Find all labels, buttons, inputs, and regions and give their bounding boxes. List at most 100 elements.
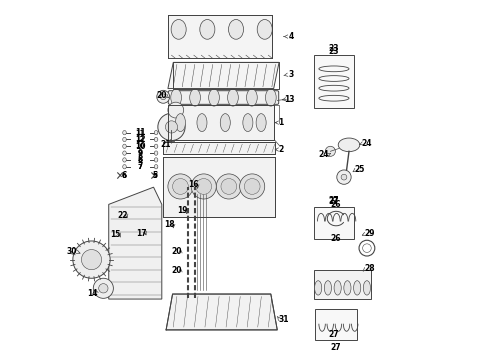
Text: 27: 27	[329, 197, 339, 206]
Ellipse shape	[122, 158, 126, 162]
Text: 6: 6	[122, 173, 126, 179]
Bar	[315, 309, 357, 339]
Circle shape	[172, 179, 188, 194]
Circle shape	[337, 170, 351, 184]
Ellipse shape	[197, 114, 207, 132]
Polygon shape	[314, 270, 371, 299]
Ellipse shape	[154, 144, 158, 148]
Circle shape	[196, 179, 212, 194]
Text: 26: 26	[330, 200, 341, 209]
Ellipse shape	[209, 89, 220, 106]
Polygon shape	[168, 15, 272, 58]
Text: 13: 13	[285, 95, 295, 104]
FancyBboxPatch shape	[168, 91, 279, 104]
Text: 15: 15	[110, 230, 121, 239]
Polygon shape	[163, 141, 275, 154]
Text: 21: 21	[160, 140, 171, 149]
Bar	[324, 207, 348, 230]
Circle shape	[325, 146, 335, 156]
Text: 29: 29	[365, 229, 375, 238]
Polygon shape	[168, 62, 279, 89]
Circle shape	[168, 174, 193, 199]
Ellipse shape	[228, 19, 244, 39]
Ellipse shape	[338, 138, 360, 152]
Text: 9: 9	[138, 150, 143, 156]
Circle shape	[81, 249, 101, 270]
Circle shape	[158, 113, 185, 140]
Text: 20: 20	[156, 91, 167, 100]
Ellipse shape	[344, 281, 351, 295]
Polygon shape	[109, 187, 162, 299]
Text: 1: 1	[278, 118, 284, 127]
Text: 31: 31	[278, 315, 289, 324]
Ellipse shape	[354, 281, 361, 295]
Circle shape	[240, 174, 265, 199]
Ellipse shape	[220, 114, 230, 132]
Ellipse shape	[243, 114, 253, 132]
Text: 27: 27	[331, 343, 342, 352]
Ellipse shape	[171, 89, 181, 106]
Text: 28: 28	[365, 265, 375, 274]
Text: 11: 11	[135, 128, 146, 137]
Text: 24: 24	[362, 139, 372, 148]
Text: 4: 4	[288, 32, 294, 41]
Ellipse shape	[227, 89, 238, 106]
Text: 16: 16	[188, 180, 198, 189]
Text: 22: 22	[117, 211, 127, 220]
Circle shape	[191, 174, 216, 199]
Ellipse shape	[315, 281, 322, 295]
Ellipse shape	[154, 151, 158, 155]
Circle shape	[93, 278, 113, 298]
Text: 24: 24	[318, 150, 329, 159]
Text: 10: 10	[136, 143, 145, 149]
Ellipse shape	[122, 137, 126, 141]
Text: 5: 5	[152, 173, 157, 179]
Polygon shape	[168, 105, 274, 140]
Text: 12: 12	[136, 136, 145, 143]
Circle shape	[73, 241, 110, 278]
Ellipse shape	[154, 137, 158, 141]
Text: 7: 7	[138, 164, 143, 170]
Bar	[314, 55, 354, 108]
Text: 23: 23	[329, 44, 339, 53]
Ellipse shape	[324, 281, 332, 295]
Circle shape	[221, 179, 237, 194]
Text: 3: 3	[288, 71, 294, 80]
Circle shape	[216, 174, 242, 199]
Circle shape	[160, 94, 166, 100]
Ellipse shape	[175, 114, 186, 132]
Circle shape	[157, 90, 170, 103]
Ellipse shape	[154, 158, 158, 162]
Polygon shape	[163, 157, 275, 217]
Text: 8: 8	[138, 157, 143, 163]
Text: 27: 27	[329, 330, 339, 339]
Ellipse shape	[334, 281, 341, 295]
Text: 18: 18	[164, 220, 174, 229]
Ellipse shape	[122, 131, 126, 135]
Ellipse shape	[154, 131, 158, 135]
Ellipse shape	[154, 165, 158, 169]
Ellipse shape	[190, 89, 200, 106]
Ellipse shape	[256, 114, 266, 132]
Text: 25: 25	[355, 166, 365, 175]
Polygon shape	[166, 294, 277, 330]
Ellipse shape	[257, 19, 272, 39]
Ellipse shape	[122, 144, 126, 148]
Text: 30: 30	[67, 247, 77, 256]
Ellipse shape	[246, 89, 257, 106]
Text: 17: 17	[136, 229, 147, 238]
Circle shape	[168, 102, 184, 118]
Ellipse shape	[364, 281, 370, 295]
Text: 10: 10	[135, 142, 146, 151]
Text: 7: 7	[138, 162, 143, 171]
Text: 14: 14	[87, 289, 98, 298]
Text: 20: 20	[171, 247, 181, 256]
Text: 20: 20	[171, 266, 181, 275]
Text: 26: 26	[331, 234, 342, 243]
Text: 27: 27	[329, 196, 339, 205]
Ellipse shape	[266, 89, 276, 106]
Ellipse shape	[122, 165, 126, 169]
Text: 6: 6	[121, 171, 126, 180]
Circle shape	[98, 284, 108, 293]
Circle shape	[245, 179, 260, 194]
